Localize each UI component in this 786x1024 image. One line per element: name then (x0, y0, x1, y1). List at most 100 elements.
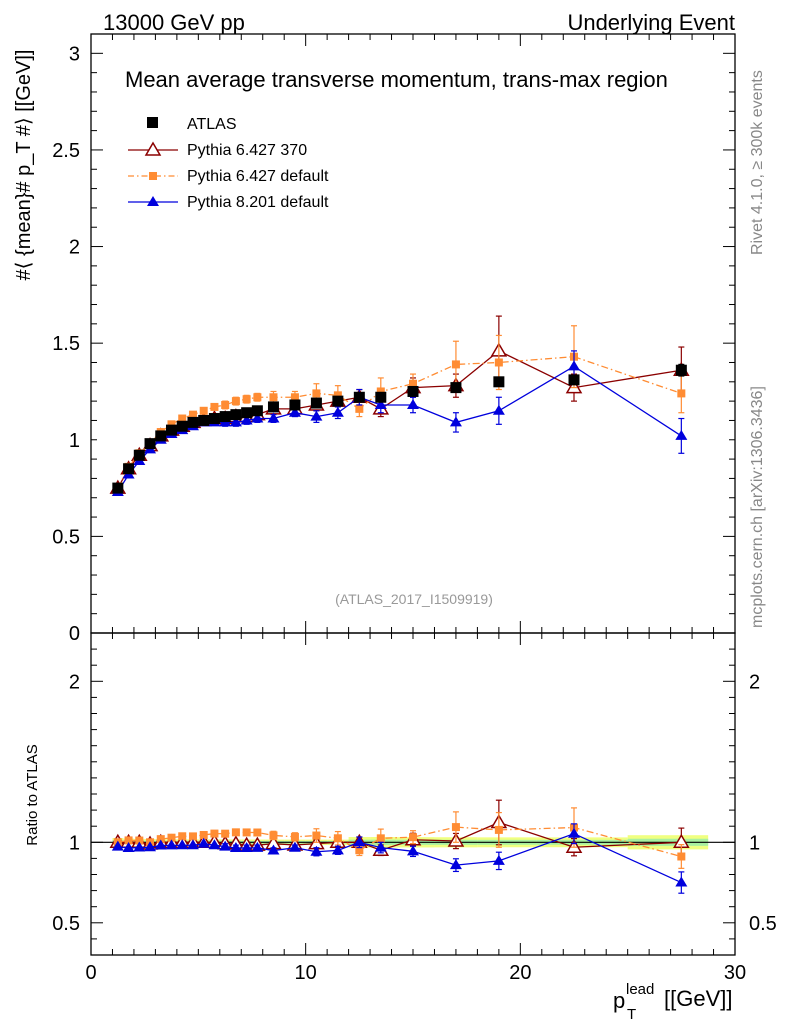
ratio-data-layer (109, 799, 690, 894)
ratio-point-pythia-6-427-default (178, 832, 187, 841)
point-atlas (208, 413, 220, 425)
ratio-point-pythia-8-201-default (449, 859, 462, 870)
x-axis-title-unit: [[GeV]] (664, 986, 732, 1011)
point-atlas (198, 414, 210, 426)
point-pythia-6-427-default (167, 420, 176, 429)
ratio-point-pythia-6-427-default (124, 836, 133, 845)
point-pythia-6-427-default (221, 400, 230, 409)
point-atlas (133, 449, 145, 461)
ratio-point-pythia-8-201-default (111, 840, 124, 851)
y-tick-label: 2 (69, 237, 80, 259)
point-atlas (176, 420, 188, 432)
header-left: 13000 GeV pp (103, 10, 245, 35)
ratio-tick-label-right: 2 (749, 671, 760, 693)
ratio-point-pythia-8-201-default (251, 841, 264, 852)
point-atlas (144, 438, 156, 450)
ratio-point-pythia-6-427-default (376, 834, 385, 843)
point-atlas (230, 409, 242, 421)
mcplots-label: mcplots.cern.ch [arXiv:1306.3436] (749, 386, 766, 628)
point-pythia-8-201-default (407, 398, 419, 409)
series-line-pythia-8-201-default (117, 365, 682, 493)
point-pythia-6-427-default (231, 397, 240, 406)
point-pythia-6-427-default (451, 360, 460, 369)
legend-label-pythia6-default: Pythia 6.427 default (187, 168, 329, 185)
ratio-point-pythia-8-201-default (186, 839, 199, 850)
header-right: Underlying Event (567, 10, 735, 35)
point-pythia-8-201-default (240, 414, 253, 425)
ratio-point-pythia-8-201-default (154, 839, 167, 850)
point-pythia-6-427-default (409, 379, 417, 388)
point-atlas (166, 424, 177, 436)
ratio-point-pythia-6-427-default (221, 829, 230, 838)
point-atlas (251, 405, 263, 417)
y-tick-label: 0.5 (52, 526, 80, 548)
point-pythia-8-201-default (331, 406, 344, 417)
ratio-point-pythia-6-427-default (355, 846, 364, 855)
ratio-point-pythia-6-427-default (135, 836, 144, 845)
ratio-point-pythia-6-427-default (167, 833, 176, 842)
point-atlas (407, 385, 419, 397)
axis-ticks (90, 33, 736, 956)
ratio-point-pythia-6-427-default (312, 831, 321, 840)
ratio-point-pythia-8-201-default (240, 841, 253, 852)
main-y-tick-labels: 0 0.5 1 1.5 2 2.5 3 (52, 43, 80, 645)
point-pythia-8-201-default (568, 360, 580, 371)
ratio-point-pythia-8-201-default (310, 845, 323, 856)
rivet-label: Rivet 4.1.0, ≥ 300k events (749, 70, 766, 255)
point-atlas (332, 395, 344, 407)
point-atlas (112, 482, 124, 494)
ratio-point-pythia-6-427-default (156, 835, 165, 844)
x-tick-label: 0 (85, 962, 96, 984)
ratio-point-pythia-8-201-default (374, 841, 387, 852)
ratio-point-pythia-8-201-default (229, 841, 242, 852)
x-tick-label: 10 (295, 962, 317, 984)
point-pythia-8-201-default (229, 416, 242, 427)
ratio-axis-title: Ratio to ATLAS (24, 744, 41, 845)
point-atlas (353, 391, 365, 403)
ratio-point-pythia-8-201-default (568, 827, 580, 838)
legend-marker-pythia8-default (128, 196, 178, 206)
ratio-point-pythia-8-201-default (288, 841, 301, 852)
main-data-layer (109, 315, 690, 496)
legend-marker-pythia6-370 (128, 141, 178, 156)
point-pythia-6-427-default (333, 391, 342, 400)
ratio-point-pythia-6-427-default (269, 831, 278, 840)
point-pythia-8-201-default (675, 429, 688, 440)
legend-label-atlas: ATLAS (187, 116, 237, 133)
point-atlas (310, 397, 322, 409)
legend-label-pythia8-default: Pythia 8.201 default (187, 194, 329, 211)
ratio-point-pythia-6-427-default (188, 832, 197, 841)
legend-label-pythia6-370: Pythia 6.427 370 (187, 142, 307, 159)
chart-title: Mean average transverse momentum, trans-… (125, 67, 668, 92)
ratio-frame (90, 632, 736, 956)
ratio-point-pythia-6-427-default (242, 828, 251, 837)
point-pythia-8-201-default (251, 412, 264, 423)
point-pythia-6-427-default (355, 404, 364, 413)
point-pythia-6-427-default (242, 395, 251, 404)
y-tick-label: 3 (69, 43, 80, 65)
ratio-point-pythia-6-427-default (210, 829, 219, 838)
ratio-point-pythia-6-427-default (253, 828, 262, 837)
ratio-point-pythia-8-201-default (197, 837, 210, 848)
point-atlas (493, 376, 505, 388)
point-pythia-6-427-default (188, 410, 197, 419)
ratio-point-pythia-6-427-default (451, 823, 460, 832)
legend: ATLAS Pythia 6.427 370 Pythia 6.427 defa… (128, 116, 329, 211)
ratio-point-pythia-6-427-default (199, 830, 208, 839)
y-tick-label: 2.5 (52, 140, 80, 162)
point-atlas (123, 463, 135, 475)
point-atlas (219, 411, 231, 423)
x-tick-labels: 0 10 20 30 (85, 962, 746, 984)
point-pythia-6-427-default (312, 389, 321, 398)
ratio-point-pythia-8-201-default (176, 839, 189, 850)
point-atlas (187, 416, 199, 428)
point-pythia-6-427-default (376, 387, 385, 396)
ratio-point-pythia-6-427-default (231, 828, 240, 837)
point-pythia-8-201-default (449, 416, 462, 427)
point-pythia-8-201-default (310, 410, 323, 421)
point-pythia-6-427-default (253, 393, 262, 402)
point-atlas (289, 399, 301, 411)
point-pythia-6-427-default (210, 402, 219, 411)
ratio-point-pythia-8-201-default (331, 844, 344, 855)
point-atlas (568, 374, 580, 386)
